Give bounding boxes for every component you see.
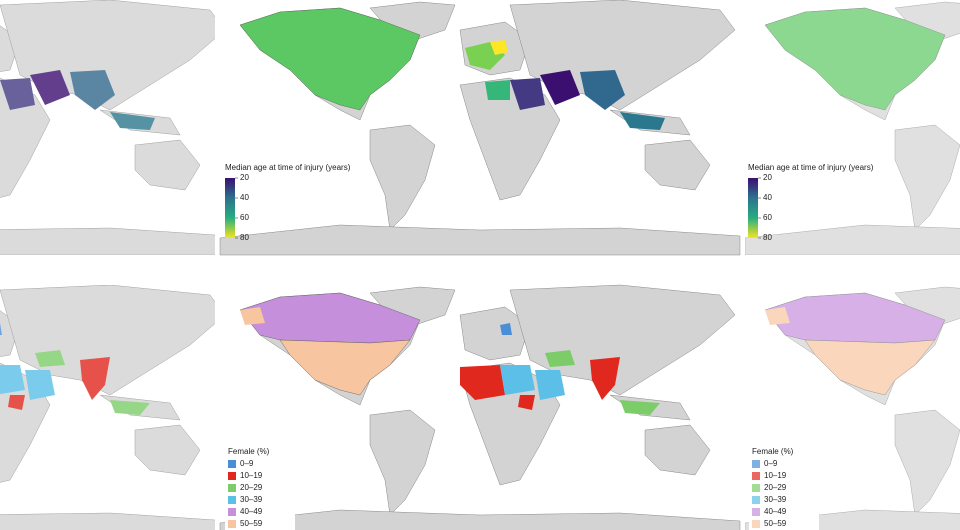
age-legend: Median age at time of injury (years)20 40… — [748, 163, 874, 242]
legend-label: 50–59 — [764, 519, 787, 528]
legend-label: 50–59 — [240, 519, 263, 528]
legends: Median age at time of injury (years)2040… — [225, 163, 874, 530]
legend-tick-label: 20 — [763, 173, 772, 182]
map-panel-center — [219, 284, 741, 530]
legend-swatch — [228, 460, 236, 468]
legend-tick-label: 60 — [763, 213, 772, 222]
legend-swatch — [228, 484, 236, 492]
age-legend: Median age at time of injury (years)20 40… — [225, 163, 351, 242]
legend-swatch — [228, 520, 236, 528]
legend-label: 10–19 — [240, 471, 263, 480]
legend-swatch — [228, 496, 236, 504]
legend-box — [225, 445, 295, 530]
legend-swatch — [752, 472, 760, 480]
legend-title: Female (%) — [228, 447, 270, 456]
legend-swatch — [228, 508, 236, 516]
map-row-age — [0, 0, 960, 256]
female-legend: Female (%) 0–9 10–19 20–29 30–39 40–49 50–59 — [749, 445, 819, 530]
legend-label: 0–9 — [764, 459, 778, 468]
legend-label: 0–9 — [240, 459, 254, 468]
legend-label: 10–19 — [764, 471, 787, 480]
legend-label: 20–29 — [764, 483, 787, 492]
map-panel-right — [745, 0, 960, 255]
legend-swatch — [752, 484, 760, 492]
legend-label: 40–49 — [764, 507, 787, 516]
legend-swatch — [228, 472, 236, 480]
legend-label: 20–29 — [240, 483, 263, 492]
color-bar — [225, 178, 235, 238]
legend-tick-label: 40 — [763, 193, 772, 202]
map-panel-left — [0, 285, 215, 530]
female-legend: Female (%) 0–9 10–19 20–29 30–39 40–49 50–59 — [225, 445, 295, 530]
legend-tick-label: 40 — [240, 193, 249, 202]
legend-box — [749, 445, 819, 530]
legend-label: 30–39 — [240, 495, 263, 504]
map-panel-left — [0, 0, 215, 255]
legend-label: 40–49 — [240, 507, 263, 516]
color-bar — [748, 178, 758, 238]
legend-title: Median age at time of injury (years) — [225, 163, 351, 172]
legend-title: Female (%) — [752, 447, 794, 456]
legend-label: 30–39 — [764, 495, 787, 504]
legend-swatch — [752, 508, 760, 516]
legend-tick-label: 60 — [240, 213, 249, 222]
legend-swatch — [752, 460, 760, 468]
legend-swatch — [752, 496, 760, 504]
legend-tick-label: 80 — [240, 233, 249, 242]
legend-swatch — [752, 520, 760, 528]
legend-tick-label: 20 — [240, 173, 249, 182]
legend-title: Median age at time of injury (years) — [748, 163, 874, 172]
legend-tick-label: 80 — [763, 233, 772, 242]
map-panel-center — [219, 0, 741, 256]
